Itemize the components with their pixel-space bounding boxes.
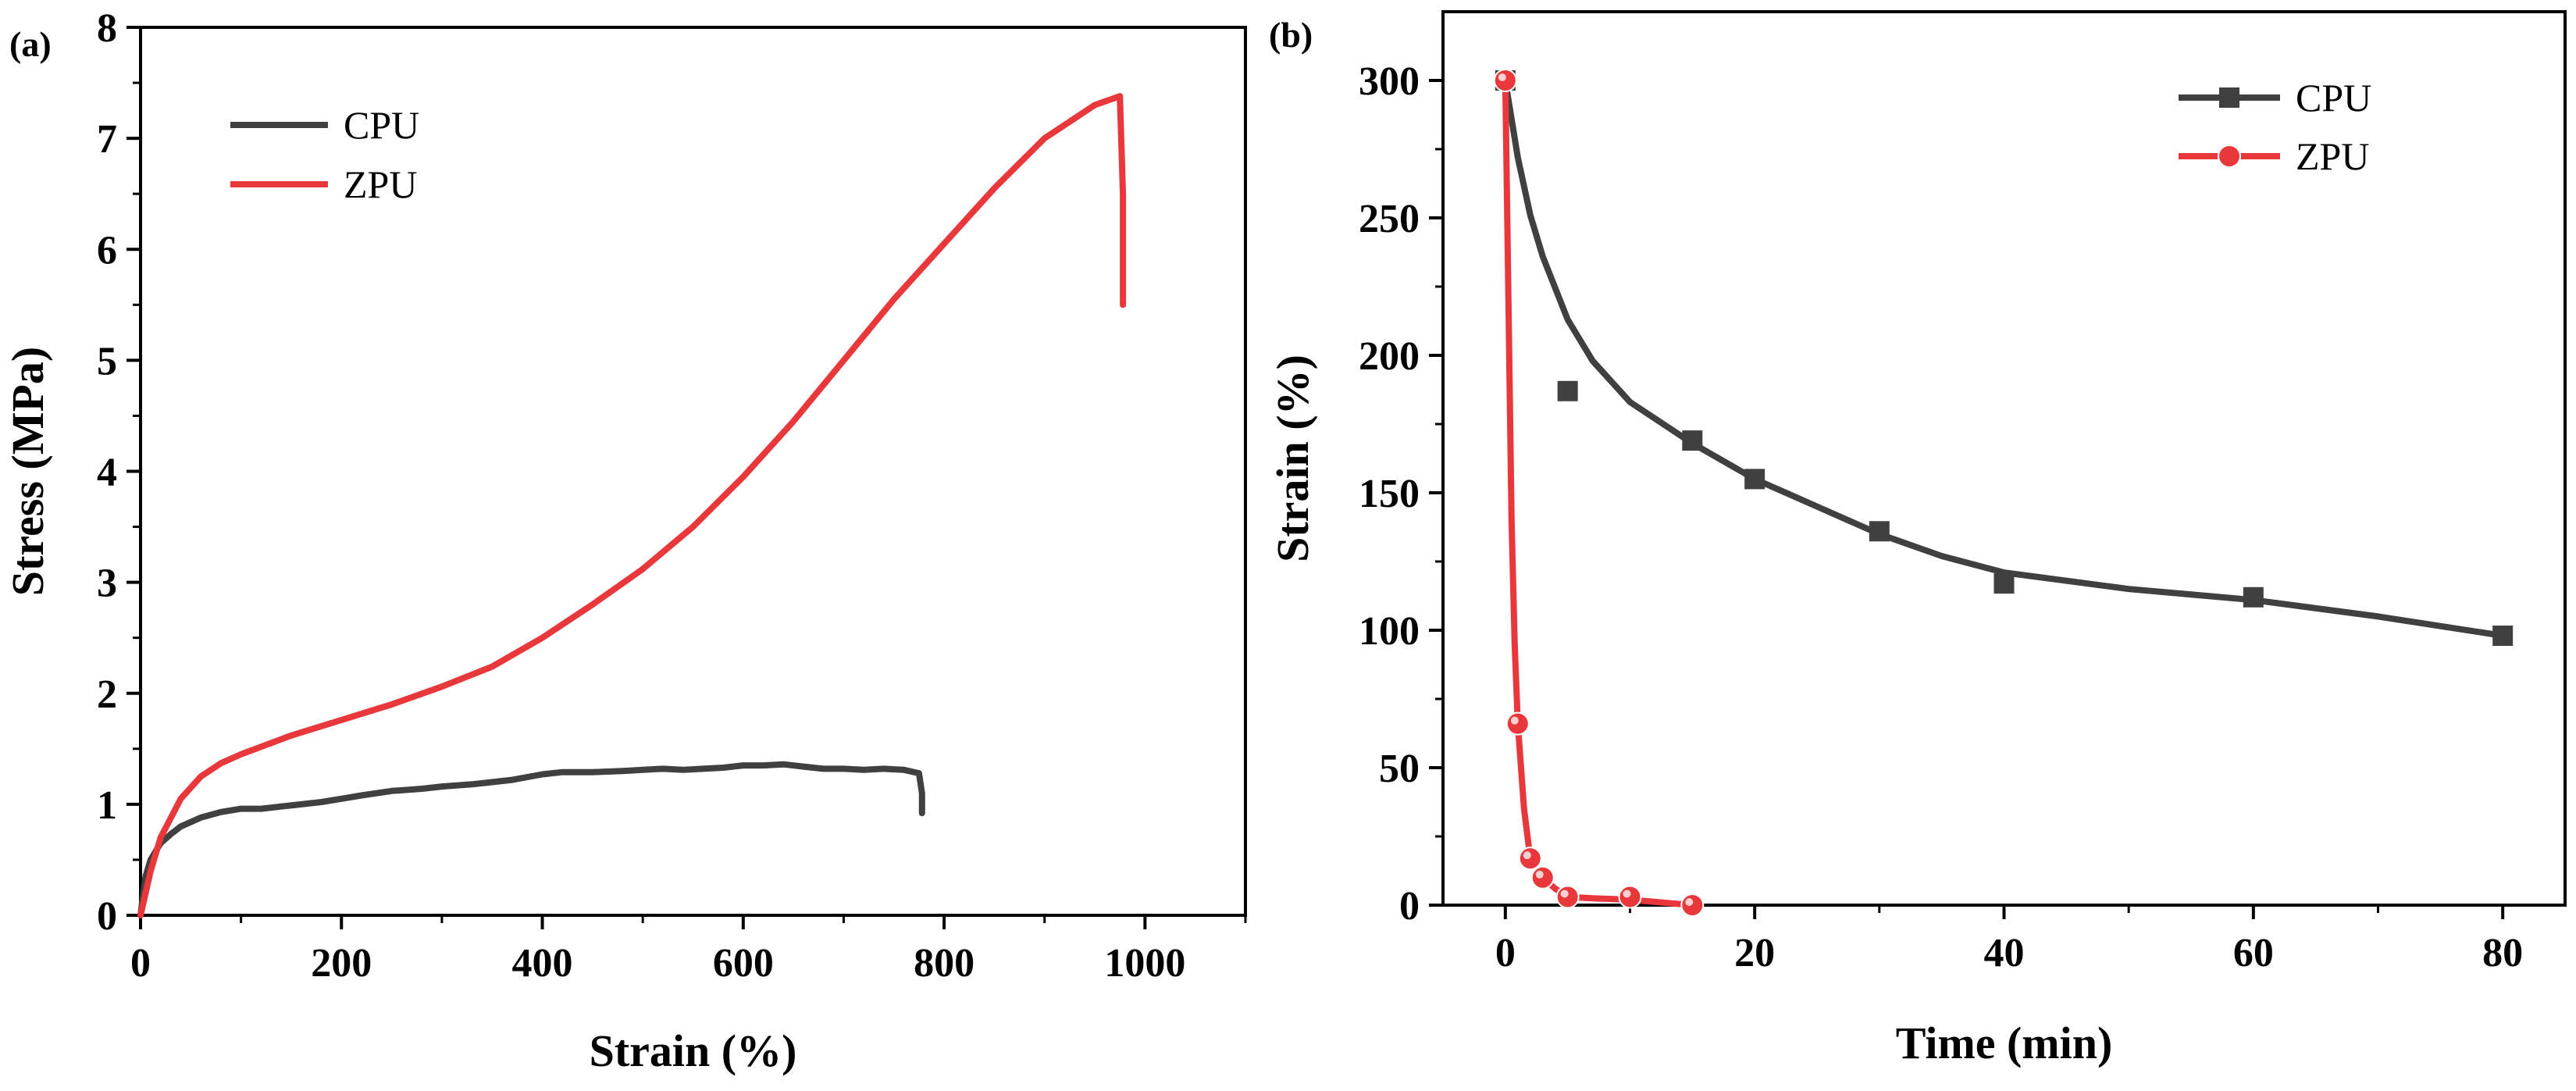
y-tick-label: 300 (1359, 59, 1420, 104)
y-tick-label: 50 (1379, 747, 1420, 791)
x-axis-title: Strain (%) (590, 1025, 797, 1076)
data-point-zpu (1505, 711, 1530, 736)
legend-label-cpu: CPU (2296, 76, 2371, 119)
series-line-zpu (1502, 77, 1696, 908)
y-tick-label: 100 (1359, 609, 1420, 654)
data-point-zpu (1555, 885, 1580, 909)
panel-b: (b) 0 20 40 60 80 0 50 100 150 200 250 300 Time (min)… (1267, 10, 2567, 1068)
y-tick-label: 7 (97, 117, 117, 162)
y-tick-label: 4 (97, 451, 117, 495)
x-tick-label: 800 (914, 941, 974, 986)
data-point-highlight (1623, 890, 1631, 898)
x-tick-label: 20 (1734, 931, 1775, 975)
x-tick-label: 40 (1984, 931, 2025, 975)
y-tick-label: 150 (1359, 472, 1420, 516)
x-axis-title: Time (min) (1896, 1018, 2113, 1068)
y-tick-label: 6 (97, 228, 117, 273)
data-point-cpu (1557, 380, 1578, 401)
data-point-zpu (1680, 893, 1705, 917)
y-tick-label: 5 (97, 339, 117, 383)
y-tick-label: 3 (97, 562, 117, 606)
y-tick-label: 1 (97, 783, 117, 828)
data-point-highlight (1523, 851, 1531, 860)
data-point-highlight (1685, 898, 1694, 906)
x-tick-label: 400 (512, 941, 573, 986)
data-point-cpu (1682, 430, 1703, 451)
y-tick-label: 250 (1359, 197, 1420, 241)
series-line-cpu (137, 761, 925, 918)
plot-frame (1441, 10, 2567, 907)
legend-marker-zpu (2218, 144, 2241, 168)
x-tick-label: 80 (2482, 931, 2523, 975)
y-tick-label: 0 (97, 894, 117, 939)
x-tick-label: 0 (1495, 931, 1516, 975)
x-tick-label: 0 (130, 941, 151, 986)
data-point-cpu (2492, 626, 2514, 647)
data-point-zpu (1493, 69, 1517, 92)
y-axis-title: Strain (%) (1267, 355, 1318, 562)
plot-frame (139, 26, 1247, 917)
data-point-cpu (1993, 573, 2015, 594)
data-point-cpu (1869, 521, 1890, 542)
legend-marker-cpu (2219, 87, 2239, 108)
data-point-highlight (1498, 73, 1506, 81)
legend-label-zpu: ZPU (344, 162, 417, 206)
panel-a: (a) 0 200 400 600 800 1000 0 1 2 3 4 5 6 7 8 Strain (%) S… (2, 6, 1247, 1076)
data-point-zpu (1618, 885, 1642, 909)
legend-label-zpu: ZPU (2296, 134, 2369, 178)
panel-label: (a) (9, 24, 52, 64)
series-line-zpu (137, 93, 1127, 918)
data-point-highlight (1535, 870, 1544, 879)
x-tick-label: 600 (713, 941, 774, 986)
y-tick-label: 200 (1359, 334, 1420, 379)
data-point-zpu (1518, 847, 1542, 871)
data-point-highlight (1560, 890, 1569, 898)
y-tick-label: 2 (97, 672, 117, 717)
data-point-cpu (2243, 587, 2264, 608)
data-point-zpu (1530, 865, 1555, 890)
y-axis-title: Stress (MPa) (2, 347, 53, 596)
y-tick-label: 8 (97, 6, 117, 51)
x-tick-label: 60 (2233, 931, 2274, 975)
data-point-highlight (1510, 716, 1519, 725)
x-tick-label: 200 (311, 941, 372, 986)
data-point-cpu (1744, 469, 1765, 490)
x-tick-label: 1000 (1104, 941, 1185, 986)
y-tick-label: 0 (1399, 884, 1420, 929)
panel-label: (b) (1269, 15, 1313, 55)
legend-label-cpu: CPU (344, 103, 419, 147)
